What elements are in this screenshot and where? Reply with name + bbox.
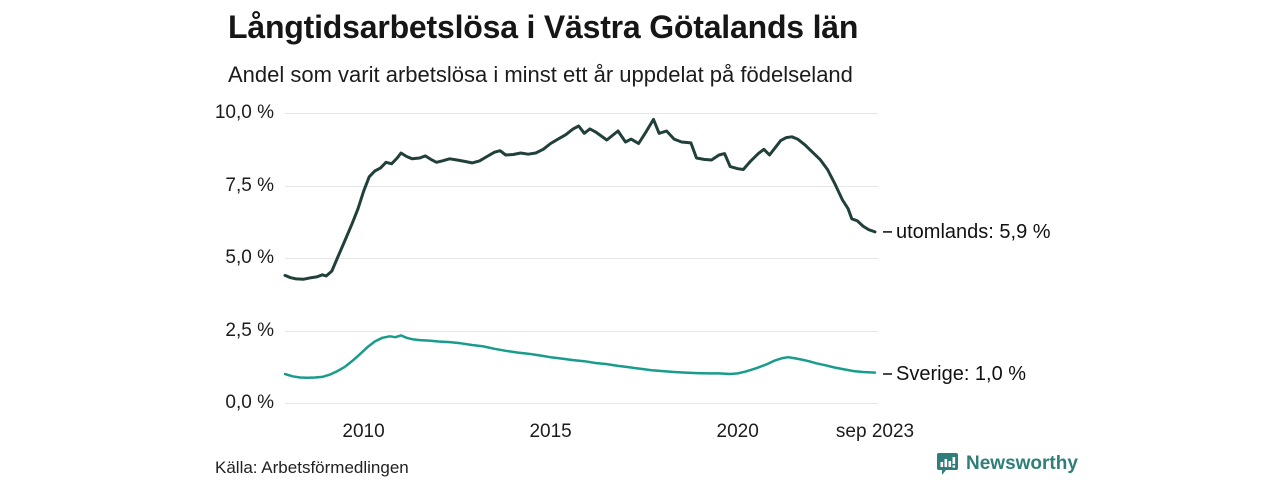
newsworthy-logo: Newsworthy (936, 452, 1078, 475)
series-line-utomlands (283, 117, 877, 281)
y-tick-label: 2,5 % (225, 319, 274, 341)
series-end-label-Sverige: Sverige: 1,0 % (896, 363, 1027, 385)
newsworthy-wordmark: Newsworthy (966, 452, 1078, 474)
chart-title: Långtidsarbetslösa i Västra Götalands lä… (228, 9, 859, 45)
x-tick-label: sep 2023 (835, 421, 915, 442)
chart-subtitle: Andel som varit arbetslösa i minst ett å… (228, 62, 853, 87)
y-tick-label: 0,0 % (225, 392, 274, 413)
x-tick-label: 2020 (716, 421, 759, 442)
y-tick-label: 10,0 % (214, 102, 274, 123)
x-tick-label: 2015 (529, 421, 572, 442)
series-end-label-utomlands: utomlands: 5,9 % (896, 220, 1051, 243)
source-note: Källa: Arbetsförmedlingen (215, 458, 409, 477)
y-tick-label: 5,0 % (225, 247, 274, 268)
series-line-Sverige (283, 334, 877, 380)
y-tick-label: 7,5 % (225, 174, 274, 196)
newsworthy-bar-chart-bubble-icon (936, 452, 959, 475)
x-tick-label: 2010 (342, 421, 385, 442)
